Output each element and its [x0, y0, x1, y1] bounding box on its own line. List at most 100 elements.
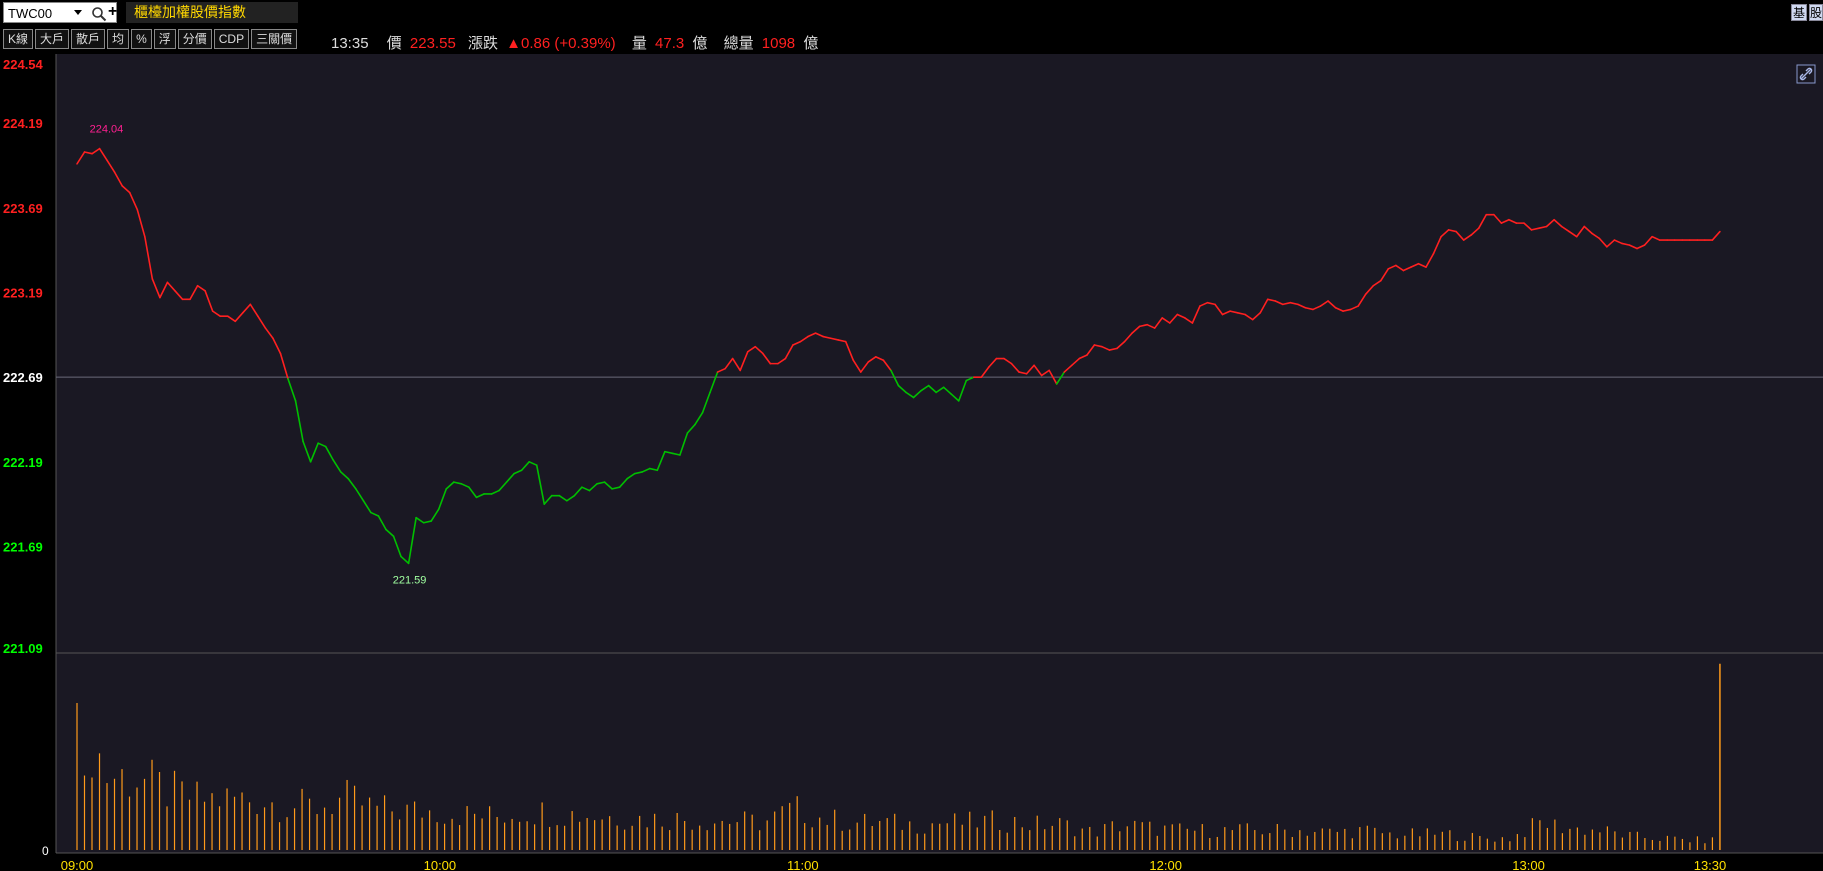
- big-holder-button[interactable]: 大戶: [35, 29, 70, 49]
- price-segment: [1425, 252, 1435, 268]
- price-segment: [1101, 345, 1111, 351]
- price-segment: [1357, 293, 1367, 307]
- price-segment: [437, 488, 448, 510]
- price-segment: [211, 310, 221, 318]
- kline-button[interactable]: K線: [3, 29, 34, 49]
- price-segment: [754, 345, 764, 355]
- price-segment: [1078, 354, 1088, 360]
- price-segment: [505, 472, 515, 483]
- price-segment: [1334, 306, 1344, 312]
- percent-button[interactable]: %: [131, 29, 152, 49]
- price-segment: [287, 378, 297, 402]
- price-segment: [226, 315, 237, 323]
- price-segment: [468, 486, 478, 499]
- price-segment: [762, 352, 772, 365]
- price-segment: [370, 511, 380, 517]
- price-segment: [1214, 303, 1224, 316]
- x-axis-labels: 09:00 10:00 11:00 12:00 13:00 13:30: [61, 858, 1727, 871]
- price-segment: [648, 467, 659, 472]
- price-segment: [1711, 230, 1721, 241]
- price-segment: [1161, 317, 1171, 324]
- three-levels-button[interactable]: 三關價: [251, 29, 298, 49]
- price-segment: [1304, 306, 1314, 311]
- price-segment: [1606, 239, 1616, 248]
- price-segment: [859, 361, 870, 373]
- price-segment: [1063, 364, 1073, 373]
- price-segment: [1636, 244, 1646, 250]
- price-segment: [1229, 310, 1239, 314]
- price-distribution-button[interactable]: 分價: [177, 29, 212, 49]
- price-value: 223.55: [409, 35, 456, 52]
- price-segment: [1297, 303, 1307, 309]
- chevron-down-icon[interactable]: [74, 10, 82, 15]
- price-segment: [144, 235, 154, 280]
- price-segment: [867, 356, 877, 363]
- price-segment: [272, 337, 282, 355]
- volume-zero-label: 0: [42, 844, 49, 858]
- price-segment: [204, 290, 214, 312]
- price-segment: [1010, 362, 1020, 373]
- price-segment: [1530, 227, 1540, 231]
- price-segment: [1440, 229, 1450, 238]
- price-segment: [1199, 301, 1209, 307]
- price-segment: [1071, 357, 1081, 367]
- fundamentals-button[interactable]: 基: [1791, 4, 1807, 21]
- link-icon[interactable]: [1796, 64, 1816, 84]
- price-segment: [603, 481, 613, 490]
- total-volume-label: 總量: [723, 35, 754, 52]
- price-segment: [422, 520, 433, 524]
- stock-button[interactable]: 股: [1809, 4, 1823, 21]
- price-segment: [686, 423, 696, 434]
- y-tick-label: 222.69: [3, 370, 43, 385]
- price-segment: [942, 386, 953, 395]
- cdp-button[interactable]: CDP: [213, 29, 250, 49]
- x-tick-label: 13:30: [1694, 858, 1727, 871]
- price-segment: [1523, 222, 1533, 231]
- price-segment: [829, 337, 839, 341]
- price-segment: [731, 357, 742, 372]
- price-segment: [347, 477, 357, 490]
- price-segment: [1342, 308, 1352, 312]
- price-segment: [1236, 312, 1246, 316]
- price-segment: [1508, 218, 1518, 224]
- price-segment: [113, 171, 124, 187]
- y-tick-label: 221.69: [3, 539, 43, 554]
- price-segment: [1048, 369, 1058, 385]
- symbol-input[interactable]: TWC00 +: [3, 2, 117, 23]
- price-segment: [709, 371, 719, 394]
- add-icon[interactable]: +: [108, 3, 118, 20]
- price-segment: [151, 278, 161, 299]
- price-segment: [1410, 262, 1420, 268]
- price-segment: [234, 312, 244, 323]
- price-segment: [1553, 218, 1563, 228]
- search-icon[interactable]: [91, 6, 107, 22]
- retail-button[interactable]: 散戶: [71, 29, 106, 49]
- price-segment: [1251, 312, 1262, 321]
- price-segment: [1221, 310, 1231, 316]
- change-label: 漲跌: [467, 35, 498, 52]
- volume-value: 47.3: [655, 35, 685, 52]
- price-segment: [1538, 225, 1548, 229]
- price-segment: [950, 393, 960, 402]
- price-segment: [724, 357, 734, 370]
- price-segment: [475, 493, 485, 499]
- x-tick-label: 12:00: [1149, 858, 1182, 871]
- y-axis-labels: 224.54 224.19 223.69 223.19 222.69 222.19 221.…: [3, 57, 49, 858]
- x-tick-label: 13:00: [1512, 858, 1545, 871]
- average-button[interactable]: 均: [107, 29, 130, 49]
- price-segment: [927, 384, 937, 394]
- price-segment: [694, 411, 704, 426]
- intraday-chart[interactable]: 224.54 224.19 223.69 223.19 222.69 222.19 221.…: [0, 54, 1823, 871]
- price-segment: [1138, 323, 1148, 328]
- price-segment: [98, 147, 108, 162]
- price-segment: [1500, 218, 1510, 224]
- price-segment: [1003, 357, 1013, 365]
- float-button[interactable]: 浮: [153, 29, 176, 49]
- price-segment: [445, 481, 455, 490]
- price-segment: [558, 494, 568, 502]
- price-segment: [935, 386, 945, 394]
- low-annotation: 221.59: [393, 574, 427, 586]
- price-segment: [890, 369, 900, 387]
- price-segment: [799, 335, 809, 343]
- price-segment: [415, 516, 425, 524]
